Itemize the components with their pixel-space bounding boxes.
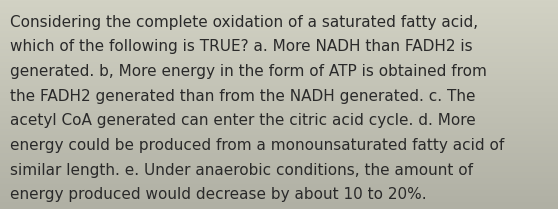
Text: similar length. e. Under anaerobic conditions, the amount of: similar length. e. Under anaerobic condi… bbox=[10, 163, 473, 178]
Text: which of the following is TRUE? a. More NADH than FADH2 is: which of the following is TRUE? a. More … bbox=[10, 39, 473, 54]
Text: energy produced would decrease by about 10 to 20%.: energy produced would decrease by about … bbox=[10, 187, 427, 202]
Text: Considering the complete oxidation of a saturated fatty acid,: Considering the complete oxidation of a … bbox=[10, 15, 478, 30]
Text: the FADH2 generated than from the NADH generated. c. The: the FADH2 generated than from the NADH g… bbox=[10, 89, 475, 104]
Text: energy could be produced from a monounsaturated fatty acid of: energy could be produced from a monounsa… bbox=[10, 138, 504, 153]
Text: generated. b, More energy in the form of ATP is obtained from: generated. b, More energy in the form of… bbox=[10, 64, 487, 79]
Text: acetyl CoA generated can enter the citric acid cycle. d. More: acetyl CoA generated can enter the citri… bbox=[10, 113, 476, 128]
